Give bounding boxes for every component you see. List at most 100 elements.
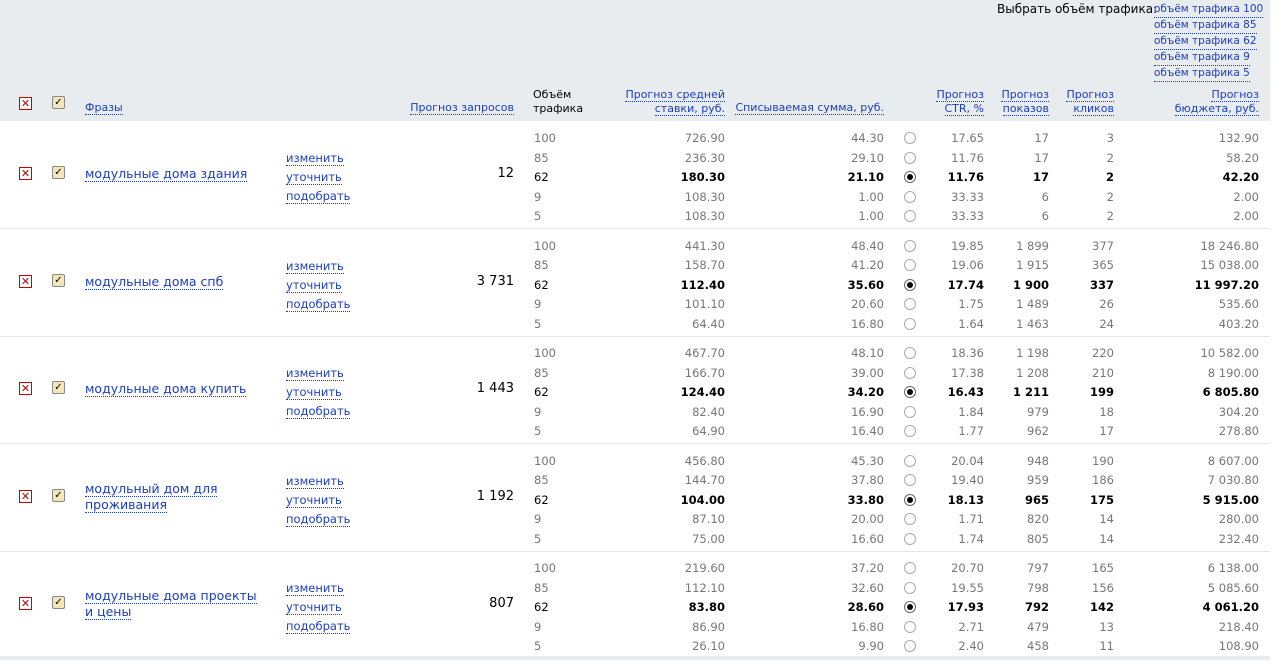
action-refine-link[interactable]: уточнить	[286, 600, 342, 615]
phrase-checkbox[interactable]: ✓	[52, 166, 65, 179]
phrase-checkbox[interactable]: ✓	[52, 596, 65, 609]
delete-phrase-icon[interactable]: ✕	[19, 167, 32, 180]
budget-forecast: 18 246.80	[1200, 238, 1259, 253]
charge-amount: 37.80	[851, 473, 884, 487]
action-change-link[interactable]: изменить	[286, 258, 344, 274]
budget-forecast: 535.60	[1218, 297, 1259, 311]
traffic-radio[interactable]	[904, 239, 916, 252]
traffic-radio[interactable]	[904, 581, 916, 594]
traffic-radio[interactable]	[904, 210, 916, 222]
traffic-radio[interactable]	[904, 386, 916, 398]
traffic-radio[interactable]	[904, 405, 916, 418]
traffic-radio[interactable]	[904, 493, 916, 506]
select-all-checkbox[interactable]: ✓	[52, 96, 65, 109]
traffic-radio[interactable]	[904, 620, 916, 633]
table-header: Выбрать объём трафика: объём трафика 100…	[0, 0, 1270, 121]
traffic-radio[interactable]	[904, 562, 916, 574]
shows-forecast: 1 208	[1016, 365, 1049, 380]
shows-forecast: 458	[1027, 639, 1049, 653]
traffic-radio[interactable]	[904, 151, 916, 164]
delete-all-icon[interactable]: ✕	[19, 97, 32, 110]
delete-phrase-icon[interactable]: ✕	[19, 382, 32, 395]
phrase-link[interactable]: модульные дома купить	[85, 381, 247, 397]
traffic-radio[interactable]	[904, 640, 916, 652]
charge-amount: 48.10	[851, 346, 884, 360]
action-pick-link[interactable]: подобрать	[286, 404, 351, 419]
phrase-checkbox[interactable]: ✓	[52, 273, 65, 287]
phrase-link[interactable]: модульные дома спб	[85, 273, 224, 290]
requests-forecast: 1 192	[476, 488, 514, 504]
traffic-option-62[interactable]: объём трафика 62	[1154, 34, 1257, 50]
action-refine-link[interactable]: уточнить	[286, 170, 342, 185]
traffic-radio[interactable]	[904, 317, 916, 330]
col-charge[interactable]: Списываемая сумма, руб.	[735, 101, 884, 115]
ctr-forecast: 19.40	[951, 473, 984, 487]
action-pick-link[interactable]: подобрать	[286, 511, 351, 527]
charge-amount: 16.80	[851, 619, 884, 634]
charge-amount: 48.40	[851, 238, 884, 253]
phrase-checkbox[interactable]: ✓	[52, 488, 65, 502]
phrase-link[interactable]: модульные дома проекты и цены	[85, 588, 257, 620]
action-change-link[interactable]: изменить	[286, 581, 344, 596]
col-phrases[interactable]: Фразы	[85, 101, 123, 115]
action-pick-link[interactable]: подобрать	[286, 619, 351, 634]
phrase-checkbox[interactable]: ✓	[52, 381, 65, 394]
action-pick-link[interactable]: подобрать	[286, 189, 351, 204]
traffic-radio[interactable]	[904, 298, 916, 310]
traffic-radio[interactable]	[904, 132, 916, 144]
action-refine-link[interactable]: уточнить	[286, 277, 342, 293]
avg-bid: 104.00	[680, 492, 725, 507]
traffic-option-85[interactable]: объём трафика 85	[1154, 18, 1257, 34]
traffic-radio[interactable]	[904, 425, 916, 437]
traffic-radio[interactable]	[904, 190, 916, 203]
traffic-radio[interactable]	[904, 278, 916, 291]
action-refine-link[interactable]: уточнить	[286, 492, 342, 508]
ctr-forecast: 17.74	[947, 277, 984, 292]
action-pick-link[interactable]: подобрать	[286, 296, 351, 312]
traffic-option-100[interactable]: объём трафика 100	[1154, 2, 1264, 18]
traffic-radio[interactable]	[904, 474, 916, 486]
col-requests[interactable]: Прогноз запросов	[410, 101, 514, 115]
action-change-link[interactable]: изменить	[286, 366, 344, 381]
shows-forecast: 1 211	[1012, 385, 1049, 399]
col-ctr[interactable]: Прогноз CTR, %	[936, 88, 984, 116]
phrase-link[interactable]: модульный дом для проживания	[85, 480, 218, 513]
traffic-radio[interactable]	[904, 454, 916, 467]
traffic-radio[interactable]	[904, 513, 916, 525]
phrase-group: ✕ ✓ модульные дома спб изменить уточнить подо…	[0, 229, 1270, 337]
avg-bid: 108.30	[684, 209, 725, 223]
action-refine-link[interactable]: уточнить	[286, 385, 342, 400]
col-avg-bid[interactable]: Прогноз средней ставки, руб.	[625, 88, 725, 116]
traffic-radio[interactable]	[904, 601, 916, 613]
traffic-row: 100 456.80 45.30 20.04 948 190 8 607.00	[0, 452, 1270, 471]
shows-forecast: 6	[1041, 189, 1049, 204]
delete-phrase-icon[interactable]: ✕	[19, 274, 32, 288]
col-clicks[interactable]: Прогноз кликов	[1066, 88, 1114, 116]
traffic-option-9[interactable]: объём трафика 9	[1154, 50, 1250, 66]
traffic-radio[interactable]	[904, 347, 916, 359]
traffic-row: 85 112.10 32.60 19.55 798 156 5 085.60	[0, 579, 1270, 598]
delete-phrase-icon[interactable]: ✕	[19, 597, 32, 610]
traffic-option-5[interactable]: объём трафика 5	[1154, 66, 1250, 82]
traffic-volume: 62	[534, 600, 549, 614]
ctr-forecast: 1.64	[958, 316, 984, 331]
action-change-link[interactable]: изменить	[286, 473, 344, 489]
action-change-link[interactable]: изменить	[286, 151, 344, 166]
traffic-volume: 9	[534, 512, 542, 526]
ctr-forecast: 18.36	[951, 346, 984, 360]
traffic-radio[interactable]	[904, 171, 916, 183]
phrase-actions: изменить уточнить подобрать	[286, 472, 351, 529]
traffic-radio[interactable]	[904, 366, 916, 379]
traffic-radio[interactable]	[904, 259, 916, 271]
traffic-volume: 9	[534, 297, 542, 311]
col-shows[interactable]: Прогноз показов	[1001, 88, 1049, 116]
traffic-radio[interactable]	[904, 532, 916, 545]
phrase-link[interactable]: модульные дома здания	[85, 166, 248, 182]
clicks-forecast: 2	[1106, 189, 1114, 204]
avg-bid: 456.80	[684, 453, 725, 468]
shows-forecast: 17	[1034, 131, 1049, 145]
table-footer-bar	[0, 656, 1270, 660]
col-budget[interactable]: Прогноз бюджета, руб.	[1174, 88, 1259, 116]
delete-phrase-icon[interactable]: ✕	[19, 489, 32, 503]
ctr-forecast: 17.38	[951, 365, 984, 380]
